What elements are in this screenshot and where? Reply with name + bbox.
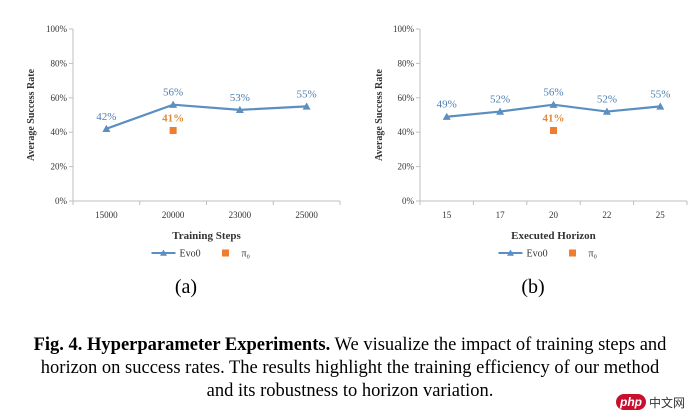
data-label-evo0: 55% [297,88,317,100]
y-tick-label: 20% [398,162,415,172]
y-tick-label: 20% [51,162,68,172]
data-label-pi0: 41% [162,112,184,124]
charts-figure: 0% 20% 40% 60% 80% 100% 15000 20000 23000 25000 Av… [26,24,688,298]
data-point-evo0 [235,105,244,114]
legend-marker-evo0 [507,249,514,256]
caption-fig-label: Fig. 4. [33,335,83,355]
y-tick-label: 0% [402,196,415,206]
legend-marker-pi0 [569,249,576,257]
x-tick-label: 23000 [229,210,252,220]
data-label-evo0: 56% [163,87,183,99]
y-tick-label: 80% [51,58,68,68]
chart-panel-a: 0% 20% 40% 60% 80% 100% 15000 20000 23000 25000 Av… [26,24,341,298]
data-label-evo0: 42% [96,111,116,123]
subfigure-label: (b) [521,276,544,298]
data-point-evo0 [169,100,178,108]
data-point-evo0 [102,124,111,132]
figure-caption: Fig. 4. Hyperparameter Experiments. We v… [30,334,670,403]
legend-label-evo0: Evo0 [180,249,201,260]
legend: Evo0 π₀ [498,249,598,260]
data-label-evo0: 55% [650,88,670,100]
data-point-evo0 [302,102,311,110]
x-tick-label: 25000 [295,210,318,220]
legend-label-evo0: Evo0 [527,249,548,260]
y-tick-label: 40% [51,127,68,137]
x-tick-label: 17 [496,210,506,220]
data-label-pi0: 41% [543,112,565,124]
y-axis-title: Average Success Rate [374,68,385,161]
legend: Evo0 π₀ [151,249,251,260]
data-point-evo0 [496,107,505,115]
data-point-pi0 [550,126,557,134]
x-axis-title: Executed Horizon [511,230,596,242]
y-tick-label: 60% [398,93,415,103]
x-tick-label: 20 [549,210,559,220]
y-tick-label: 40% [398,127,415,137]
x-axis-title: Training Steps [172,230,241,242]
watermark-brand: php [615,394,646,410]
subfigure-label: (a) [175,276,197,298]
watermark-suffix: 中文网 [648,395,685,410]
legend-label-pi0: π₀ [589,249,598,260]
data-label-evo0: 52% [597,94,617,106]
chart-panel-b: 0% 20% 40% 60% 80% 100% 15 17 20 22 25 Average Succ… [374,24,688,298]
x-tick-label: 15 [442,210,452,220]
data-label-evo0: 52% [490,94,510,106]
x-tick-label: 15000 [95,210,118,220]
y-tick-label: 60% [51,93,68,103]
data-point-evo0 [549,100,558,108]
data-point-evo0 [656,102,665,110]
y-tick-label: 100% [46,24,68,34]
data-point-evo0 [442,112,451,120]
y-tick-label: 0% [55,196,68,206]
legend-marker-pi0 [222,249,229,257]
legend-label-pi0: π₀ [242,249,251,260]
data-point-pi0 [169,126,177,134]
caption-title: Hyperparameter Experiments. [87,335,331,355]
legend-marker-evo0 [160,249,167,256]
series-line-evo0 [106,103,307,130]
data-point-evo0 [602,107,611,115]
data-label-evo0: 56% [543,87,563,99]
data-label-evo0: 49% [437,99,457,111]
y-tick-label: 80% [398,58,415,68]
watermark: php 中文网 [612,392,688,412]
caption-text: We visualize the impact of training step… [40,335,667,401]
x-tick-label: 20000 [162,210,185,220]
y-axis-title: Average Success Rate [26,68,37,161]
x-tick-label: 25 [656,210,666,220]
data-label-evo0: 53% [230,92,250,104]
y-tick-label: 100% [393,24,415,34]
x-tick-label: 22 [602,210,611,220]
